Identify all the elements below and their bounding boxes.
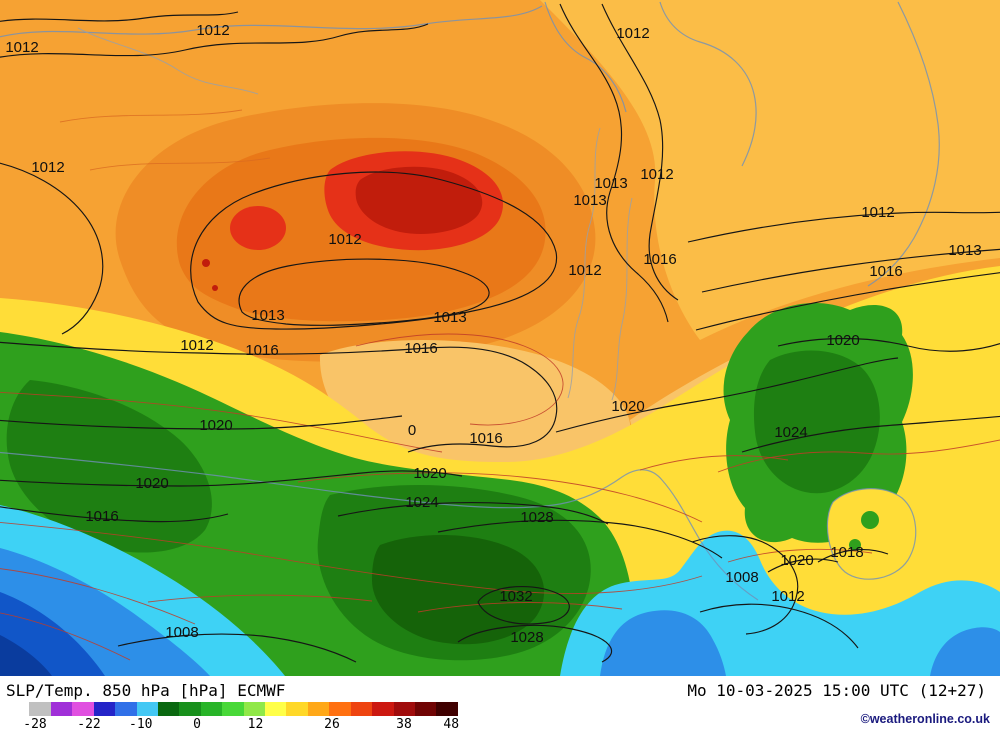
pressure-label: 1008 (725, 569, 758, 586)
colorbar-segment (200, 702, 223, 716)
pressure-label: 1024 (774, 424, 807, 441)
pressure-label: 1012 (196, 22, 229, 39)
pressure-label: 1012 (31, 159, 64, 176)
pressure-label: 1018 (830, 544, 863, 561)
pressure-label: 1013 (948, 242, 981, 259)
pressure-label: 1028 (510, 629, 543, 646)
colorbar-segment (393, 702, 416, 716)
pressure-label: 1028 (520, 509, 553, 526)
pressure-label: 1012 (5, 39, 38, 56)
weather-map: 1012 1012 1012 1012 1013 1012 1013 1012 1013 1012… (0, 0, 1000, 676)
colorbar-tick: 48 (443, 717, 460, 732)
pressure-label: 1020 (199, 417, 232, 434)
weather-map-svg: 1012 1012 1012 1012 1013 1012 1013 1012 1013 1012… (0, 0, 1000, 676)
pressure-label: 1012 (568, 262, 601, 279)
map-datetime: Mo 10-03-2025 15:00 UTC (12+27) (687, 681, 986, 700)
pressure-label: 1024 (405, 494, 438, 511)
pressure-label: 1016 (245, 342, 278, 359)
isotherm-lines (0, 109, 1000, 661)
pressure-label: 1020 (611, 398, 644, 415)
isobar-lines (0, 3, 1000, 663)
colorbar-segment (115, 702, 137, 716)
colorbar-tick: 38 (396, 717, 412, 732)
pressure-label: 1013 (433, 309, 466, 326)
colorbar-segment (286, 702, 308, 716)
colorbar-segment (50, 702, 73, 716)
colorbar-tick: 0 (193, 717, 201, 732)
pressure-label: 1012 (616, 25, 649, 42)
colorbar-segment (72, 702, 94, 716)
copyright-link[interactable]: ©weatheronline.co.uk (860, 712, 990, 726)
pressure-label: 1013 (251, 307, 284, 324)
pressure-label: 1020 (826, 332, 859, 349)
pressure-label: 0 (408, 422, 416, 439)
colorbar-segment (329, 702, 351, 716)
pressure-label: 1013 (594, 175, 627, 192)
colorbar-segment (93, 702, 116, 716)
pressure-label: 1016 (643, 251, 676, 268)
pressure-label: 1012 (180, 337, 213, 354)
colorbar-tick: 12 (247, 717, 264, 732)
colorbar-ticks: -28 -22 -10 0 12 26 38 48 (8, 717, 460, 732)
pressure-label: 1016 (404, 340, 437, 357)
pressure-label: 1016 (85, 508, 118, 525)
pressure-label: 1012 (328, 231, 361, 248)
colorbar-segment (415, 702, 437, 716)
map-title: SLP/Temp. 850 hPa [hPa] ECMWF (6, 681, 286, 700)
colorbar-segment (436, 702, 458, 716)
colorbar-segment (307, 702, 330, 716)
temperature-field (0, 0, 1000, 676)
colorbar-tick: -28 (23, 717, 47, 732)
pressure-label: 1016 (869, 263, 902, 280)
pressure-label: 1012 (861, 204, 894, 221)
colorbar-segment (350, 702, 373, 716)
colorbar-tick: -10 (129, 717, 153, 732)
map-footer: SLP/Temp. 850 hPa [hPa] ECMWF Mo 10-03-2… (0, 676, 1000, 733)
pressure-label: 1016 (469, 430, 502, 447)
pressure-label: 1012 (640, 166, 673, 183)
pressure-label: 1008 (165, 624, 198, 641)
colorbar-tick: -22 (77, 717, 101, 732)
colorbar-segment (157, 702, 180, 716)
pressure-label: 1012 (771, 588, 804, 605)
colorbar (8, 702, 458, 716)
pressure-label: 1020 (780, 552, 813, 569)
pressure-labels: 1012 1012 1012 1012 1013 1012 1013 1012 1013 1012… (5, 22, 981, 646)
colorbar-segment (179, 702, 201, 716)
pressure-label: 1020 (135, 475, 168, 492)
colorbar-tick: 26 (324, 717, 340, 732)
coastlines (0, 1, 940, 601)
colorbar-segment (243, 702, 266, 716)
colorbar-segment (222, 702, 244, 716)
pressure-label: 1013 (573, 192, 606, 209)
colorbar-segment (372, 702, 394, 716)
pressure-label: 1020 (413, 465, 446, 482)
pressure-label: 1032 (499, 588, 532, 605)
colorbar-segment (265, 702, 287, 716)
colorbar-segment (29, 702, 51, 716)
colorbar-segment (8, 702, 30, 716)
colorbar-segment (136, 702, 158, 716)
